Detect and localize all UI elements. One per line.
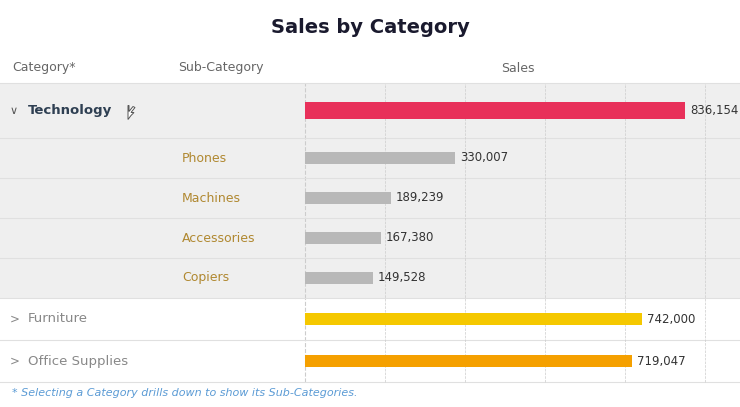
Text: >: >: [10, 354, 20, 368]
Bar: [305, 272, 373, 284]
Bar: [305, 192, 391, 204]
Bar: [305, 313, 642, 325]
Text: 189,239: 189,239: [396, 192, 445, 204]
Text: Accessories: Accessories: [182, 232, 255, 245]
Polygon shape: [128, 105, 135, 120]
Text: Sub-Category: Sub-Category: [178, 61, 263, 74]
Text: Furniture: Furniture: [28, 313, 88, 326]
Bar: [305, 152, 455, 164]
Text: Sales: Sales: [501, 61, 534, 74]
Text: 167,380: 167,380: [386, 232, 434, 245]
Text: Sales by Category: Sales by Category: [271, 18, 469, 37]
Text: 149,528: 149,528: [378, 271, 426, 284]
Bar: [305, 102, 685, 119]
Text: Technology: Technology: [28, 104, 112, 117]
Text: Copiers: Copiers: [182, 271, 229, 284]
Text: 742,000: 742,000: [648, 313, 696, 326]
Text: * Selecting a Category drills down to show its Sub-Categories.: * Selecting a Category drills down to sh…: [12, 388, 357, 398]
Text: Phones: Phones: [182, 151, 227, 164]
Text: ∨: ∨: [10, 105, 18, 116]
Bar: [305, 354, 632, 367]
Text: >: >: [10, 313, 20, 326]
Bar: [305, 232, 381, 244]
Text: 836,154: 836,154: [690, 104, 739, 117]
Text: 719,047: 719,047: [637, 354, 685, 368]
Text: Category*: Category*: [12, 61, 75, 74]
Bar: [0, 83, 740, 298]
Text: 330,007: 330,007: [460, 151, 508, 164]
Text: Machines: Machines: [182, 192, 241, 204]
Text: Office Supplies: Office Supplies: [28, 354, 128, 368]
